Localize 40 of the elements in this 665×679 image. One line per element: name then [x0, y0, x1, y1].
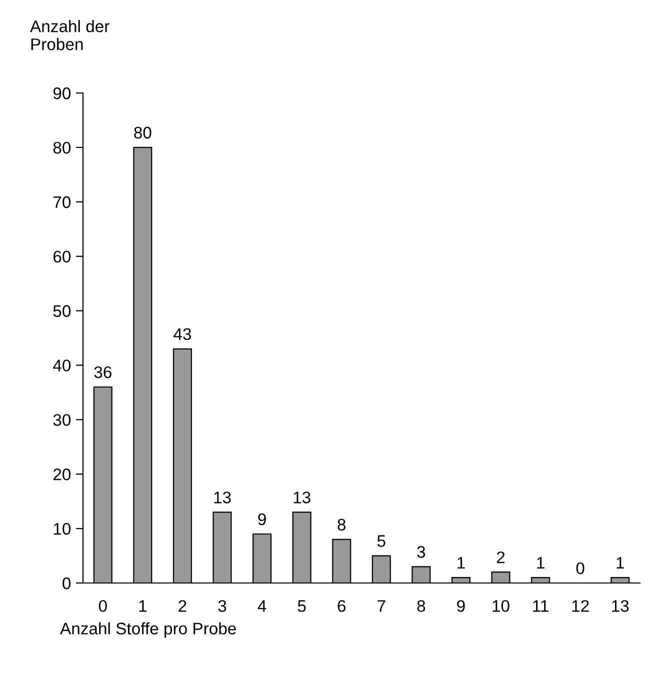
- x-tick-label: 8: [417, 600, 426, 612]
- data-label: 13: [214, 492, 231, 504]
- y-tick-label: 40: [53, 360, 71, 372]
- data-label: 1: [616, 557, 624, 569]
- x-tick-label: 5: [298, 600, 306, 612]
- x-tick-label: 3: [218, 600, 226, 612]
- data-label: 3: [417, 546, 426, 558]
- x-tick-label: 13: [612, 600, 629, 612]
- data-label: 5: [377, 535, 386, 547]
- y-tick-label: 20: [53, 468, 71, 480]
- data-label: 43: [174, 328, 191, 340]
- x-tick-label: 10: [492, 600, 510, 612]
- data-label: 8: [338, 518, 346, 531]
- y-tick-label: 50: [53, 305, 71, 317]
- y-tick-label: 0: [62, 577, 71, 590]
- y-tick-label: 90: [53, 87, 71, 100]
- data-label: 1: [537, 557, 544, 569]
- data-label: 36: [94, 366, 112, 378]
- data-label: 9: [258, 513, 266, 526]
- x-tick-label: 9: [457, 600, 465, 612]
- x-tick-label: 4: [258, 600, 266, 612]
- y-axis-title: Anzahl der Proben: [30, 20, 110, 50]
- data-label: 80: [134, 126, 152, 139]
- y-tick-label: 30: [53, 414, 71, 426]
- x-tick-label: 7: [378, 600, 386, 612]
- data-label: 2: [496, 551, 505, 564]
- data-label: 0: [576, 562, 584, 574]
- y-tick-label: 60: [54, 250, 71, 263]
- y-tick-label: 10: [54, 522, 71, 535]
- x-axis-title: Anzahl Stoffe pro Probe: [60, 622, 236, 638]
- y-tick-label: 80: [53, 142, 71, 154]
- data-label: 13: [294, 492, 310, 504]
- y-tick-label: 70: [54, 196, 71, 208]
- data-label: 1: [458, 557, 465, 569]
- x-tick-label: 2: [178, 600, 186, 612]
- x-tick-label: 0: [98, 600, 107, 612]
- x-tick-label: 6: [338, 600, 346, 612]
- x-tick-label: 12: [572, 600, 589, 612]
- x-tick-label: 11: [533, 600, 548, 612]
- x-tick-label: 1: [139, 600, 146, 612]
